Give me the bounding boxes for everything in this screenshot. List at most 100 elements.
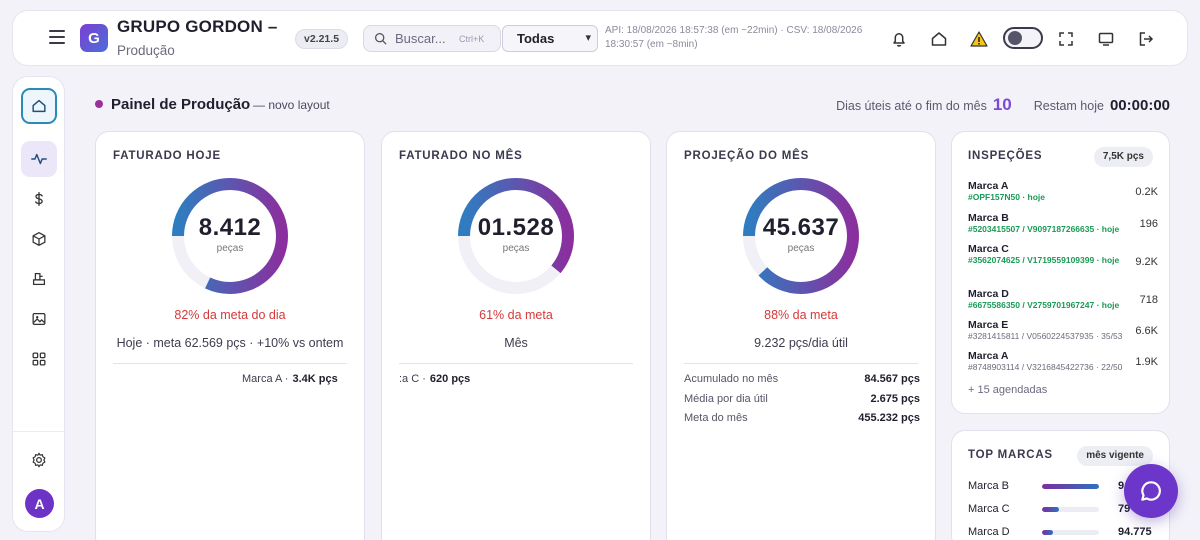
api-status-text: API: 18/08/2026 18:57:38 (em ~22min) · C… — [605, 25, 863, 50]
days-label: Dias úteis até o fim do mês — [836, 99, 987, 113]
sidebar-item-settings[interactable] — [21, 442, 57, 478]
list-item[interactable]: Marca A #8748903114 / V3216845422736 · 2… — [968, 350, 1158, 373]
home-icon — [32, 99, 46, 113]
kv-row: Acumulado no mês 84.567 pçs — [684, 373, 920, 385]
card-projecao-mes: PROJEÇÃO DO MÊS 45.637 peças 88% da meta… — [666, 131, 936, 540]
brand-bar — [1042, 530, 1099, 535]
kv-row: Meta do mês 455.232 pçs — [684, 412, 920, 424]
goal-percent: 82% da meta do dia — [174, 308, 286, 322]
brand-value: 79 — [1118, 503, 1131, 515]
more-scheduled[interactable]: + 15 agendadas — [968, 384, 1048, 396]
brand-bar-fill — [1042, 507, 1060, 512]
gauge-arc — [743, 178, 859, 294]
item-name: Marca C — [968, 243, 1009, 255]
list-item[interactable]: Marca D #6675586350 / V2759701967247 · h… — [968, 288, 1158, 311]
kv-label: Acumulado no mês — [684, 373, 779, 385]
dollar-icon — [35, 192, 43, 206]
sidebar-item-factory[interactable] — [21, 261, 57, 297]
kv-value: 455.232 pçs — [858, 412, 920, 424]
card-faturado-hoje: FATURADO HOJE 8.412 peças 82% da meta do… — [95, 131, 365, 540]
box-icon — [32, 232, 46, 246]
goal-meta: Mês — [504, 336, 528, 350]
sidebar-divider — [13, 431, 64, 432]
search-input[interactable] — [395, 31, 457, 46]
item-value: 1.9K — [1135, 356, 1158, 368]
chevron-down-icon: ▾ — [585, 32, 591, 44]
card-title: FATURADO HOJE — [113, 150, 221, 162]
grid-icon — [32, 352, 46, 366]
list-item[interactable]: Marca A #OPF157N50 · hoje 0.2K — [968, 180, 1158, 203]
brand-highlight: Marca A · 3.4K pçs — [242, 373, 338, 385]
warning-icon[interactable] — [969, 29, 989, 49]
fullscreen-icon[interactable] — [1056, 29, 1076, 49]
list-item[interactable]: Marca E #3281415811 / V0560224537935 · 3… — [968, 319, 1158, 342]
logout-icon[interactable] — [1136, 29, 1156, 49]
page-status: Dias úteis até o fim do mês 10 Restam ho… — [836, 95, 1170, 115]
gauge-value: 01.528 — [477, 214, 555, 241]
sidebar-item-home[interactable] — [21, 88, 57, 124]
gauge-unit: peças — [787, 243, 815, 254]
kv-label: Meta do mês — [684, 412, 748, 424]
sidebar-item-activity[interactable] — [21, 141, 57, 177]
monitor-icon[interactable] — [1096, 29, 1116, 49]
brand-bar — [1042, 484, 1099, 489]
brand-name: Marca D — [968, 526, 1010, 538]
panel-title: TOP MARCAS — [968, 449, 1053, 461]
page-title: Painel de Produção — [111, 96, 251, 113]
theme-toggle[interactable] — [1003, 27, 1043, 49]
company-subtitle: Produção — [117, 43, 175, 58]
search-box[interactable]: Ctrl+K — [363, 25, 501, 52]
chat-button[interactable] — [1124, 464, 1178, 518]
version-badge: v2.21.5 — [295, 29, 349, 49]
brand-highlight: :a C · 620 pçs — [399, 373, 470, 385]
kv-label: Média por dia útil — [684, 393, 768, 405]
remaining-value: 00:00:00 — [1109, 97, 1170, 114]
menu-icon[interactable] — [49, 30, 65, 44]
item-name: Marca A — [968, 350, 1009, 362]
item-value: 6.6K — [1135, 325, 1158, 337]
home-icon[interactable] — [929, 29, 949, 49]
sidebar-item-products[interactable] — [21, 221, 57, 257]
brand-value: 3.4K pçs — [292, 373, 338, 385]
brand-bar-fill — [1042, 484, 1099, 489]
remaining-label: Restam hoje — [1033, 99, 1104, 113]
gauge-value: 45.637 — [762, 214, 840, 241]
item-code: #3281415811 / V0560224537935 · 35/53 — [968, 331, 1123, 341]
gauge-unit: peças — [502, 243, 530, 254]
brand-bar-fill — [1042, 530, 1054, 535]
inspecoes-badge: 7,5K pçs — [1093, 147, 1153, 167]
brand-row: Marca C 79 — [968, 503, 1158, 515]
gauge-arc — [172, 178, 288, 294]
item-code: #3562074625 / V1719559109399 · hoje — [968, 255, 1120, 265]
item-value: 0.2K — [1135, 186, 1158, 198]
list-item[interactable]: Marca C #3562074625 / V1719559109399 · h… — [968, 243, 1158, 268]
page-subtitle: — novo layout — [253, 98, 330, 112]
item-value: 718 — [1139, 294, 1158, 306]
gauge-faturado-mes — [458, 178, 574, 294]
avatar[interactable]: A — [25, 489, 54, 518]
goal-percent: 88% da meta — [764, 308, 838, 322]
item-code: #OPF157N50 · hoje — [968, 192, 1046, 202]
brand-label: :a C · — [399, 373, 426, 385]
kv-value: 2.675 pçs — [870, 393, 920, 405]
card-title: FATURADO NO MÊS — [399, 150, 523, 162]
sidebar-item-gallery[interactable] — [21, 301, 57, 337]
goal-meta: Hoje · meta 62.569 pçs · +10% vs ontem — [116, 336, 344, 350]
sidebar-item-apps[interactable] — [21, 341, 57, 377]
kv-value: 84.567 pçs — [864, 373, 920, 385]
item-value: 196 — [1139, 218, 1158, 230]
gauge-projecao-mes — [743, 178, 859, 294]
toggle-knob — [1008, 31, 1022, 45]
list-item[interactable]: Marca B #5203415507 / V9097187266635 · h… — [968, 212, 1158, 235]
company-title: GRUPO GORDON – — [117, 17, 278, 36]
item-name: Marca A — [968, 180, 1009, 192]
sidebar-item-finance[interactable] — [21, 181, 57, 217]
bell-icon[interactable] — [889, 29, 909, 49]
brand-name: Marca C — [968, 503, 1010, 515]
item-name: Marca D — [968, 288, 1009, 300]
divider — [399, 363, 633, 364]
card-title: PROJEÇÃO DO MÊS — [684, 150, 810, 162]
filter-select[interactable]: Todas ▾ — [502, 25, 598, 52]
gauge-arc — [458, 178, 574, 294]
top-header: G GRUPO GORDON – Produção v2.21.5 Ctrl+K… — [12, 10, 1188, 66]
